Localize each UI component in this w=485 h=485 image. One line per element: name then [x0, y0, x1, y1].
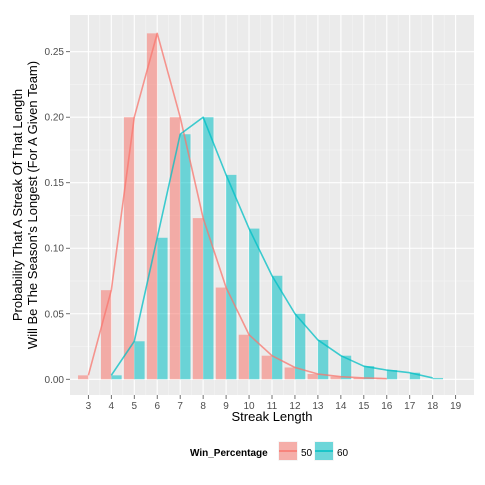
x-tick-label: 14 — [335, 401, 347, 412]
bar-series-50 — [238, 334, 250, 380]
bar-series-60 — [157, 237, 168, 380]
x-axis: 3 4 5 6 7 8 9 10 11 12 13 14 15 16 17 18 19 — [86, 395, 462, 412]
legend-label-60: 60 — [337, 448, 349, 459]
y-tick-label: 0.15 — [45, 178, 65, 189]
bar-series-50 — [78, 375, 89, 380]
bar-series-50 — [330, 376, 341, 380]
bar-series-60 — [340, 355, 352, 380]
bars — [78, 33, 444, 380]
legend-entry-60: 60 — [313, 440, 349, 462]
y-axis-title-line-1: Probability That A Streak Of That Length — [10, 89, 25, 321]
y-axis-title-line-2: Will Be The Season's Longest (For A Give… — [25, 61, 40, 349]
x-tick-label: 4 — [109, 401, 115, 412]
bar-series-60 — [249, 228, 260, 380]
y-axis-title: Probability That A Streak Of That Length… — [10, 61, 40, 349]
x-tick-label: 6 — [154, 401, 160, 412]
bar-series-60 — [432, 377, 444, 380]
x-tick-label: 12 — [289, 401, 301, 412]
x-tick-label: 13 — [312, 401, 324, 412]
y-tick-label: 0.00 — [45, 375, 65, 386]
x-tick-label: 11 — [267, 401, 278, 412]
bar-series-60 — [363, 366, 375, 380]
bar-series-60 — [111, 375, 122, 380]
x-tick-label: 9 — [223, 401, 229, 412]
x-tick-label: 15 — [358, 401, 370, 412]
y-tick-label: 0.10 — [45, 244, 65, 255]
legend-title: Win_Percentage — [190, 448, 268, 459]
legend-label-50: 50 — [301, 448, 313, 459]
x-tick-label: 17 — [404, 401, 416, 412]
bar-series-50 — [100, 290, 112, 380]
bar-series-60 — [134, 341, 145, 380]
x-tick-label: 7 — [177, 401, 183, 412]
bar-series-50 — [123, 117, 135, 380]
x-tick-label: 5 — [131, 401, 137, 412]
bar-series-50 — [261, 355, 272, 380]
x-tick-label: 18 — [427, 401, 439, 412]
y-tick-label: 0.25 — [45, 47, 65, 58]
y-axis: 0.00 0.05 0.10 0.15 0.20 0.25 — [45, 47, 70, 386]
x-tick-label: 16 — [381, 401, 393, 412]
x-tick-label: 8 — [200, 401, 206, 412]
y-tick-label: 0.05 — [45, 309, 65, 320]
series-lines — [87, 32, 433, 380]
bar-series-50 — [284, 367, 295, 380]
bar-series-50 — [215, 287, 227, 380]
bar-series-60 — [203, 117, 214, 380]
bar-series-60 — [409, 372, 421, 380]
bar-series-50 — [353, 377, 364, 380]
x-tick-label: 19 — [450, 401, 462, 412]
bar-series-60 — [180, 134, 191, 380]
bar-series-50 — [169, 117, 181, 380]
legend: Win_Percentage 50 60 — [190, 440, 349, 462]
bar-series-60 — [386, 370, 398, 380]
bar-series-50 — [307, 374, 318, 380]
x-tick-label: 10 — [243, 401, 255, 412]
bar-series-50 — [192, 218, 204, 380]
bar-series-60 — [272, 275, 283, 380]
bar-series-60 — [317, 339, 329, 380]
legend-entry-50: 50 — [277, 440, 313, 462]
bar-series-50 — [146, 33, 158, 380]
x-axis-title: Streak Length — [232, 409, 313, 424]
bar-series-60 — [226, 174, 237, 380]
line-series-60 — [110, 116, 433, 379]
x-tick-label: 3 — [86, 401, 92, 412]
bar-series-60 — [294, 313, 306, 380]
y-tick-label: 0.20 — [45, 113, 65, 124]
line-series-50 — [87, 32, 387, 380]
